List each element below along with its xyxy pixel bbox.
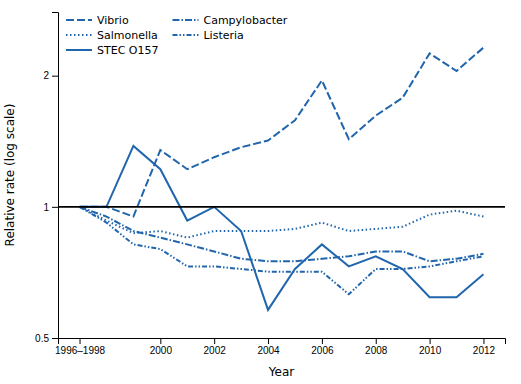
x-tick: 1996–1998: [55, 338, 105, 356]
x-tick-label: 1996–1998: [55, 345, 105, 356]
x-axis-title: Year: [268, 365, 294, 379]
y-tick-label: 1: [43, 202, 49, 213]
series-line: [80, 207, 484, 238]
y-tick-label: 0.5: [35, 333, 49, 344]
y-tick: 2: [43, 70, 58, 81]
series-line: [80, 146, 484, 310]
series-line: [80, 207, 484, 294]
legend-label: STEC O157: [97, 44, 158, 57]
legend-swatch: [66, 19, 92, 21]
marks: [58, 48, 505, 310]
y-tick-label: 2: [43, 70, 49, 81]
legend-label: Vibrio: [97, 14, 129, 27]
x-tick-label: 2008: [365, 345, 388, 356]
legend-label: Listeria: [203, 29, 243, 42]
x-tick: 2012: [473, 338, 496, 356]
y-axis: 0.5 1 2: [35, 13, 58, 344]
x-tick-label: 2000: [150, 345, 173, 356]
x-tick-label: 2004: [257, 345, 280, 356]
legend-swatch: [172, 19, 198, 21]
x-tick-label: 2012: [473, 345, 496, 356]
legend-item: Salmonella: [66, 29, 158, 42]
x-tick-mark: [160, 338, 161, 344]
y-tick-mark: [52, 338, 58, 339]
x-tick: 2002: [204, 338, 227, 356]
legend: Vibrio Campylobacter Salmonella Listeria STE…: [66, 14, 288, 57]
x-tick: 2008: [365, 338, 388, 356]
legend-swatch: [66, 49, 92, 51]
x-tick-mark: [376, 338, 377, 344]
series-line: [80, 207, 484, 261]
x-axis-line: [59, 339, 506, 345]
x-tick-mark: [80, 338, 81, 344]
x-tick-label: 2006: [311, 345, 334, 356]
reference-line: [58, 206, 505, 208]
y-tick: 1: [43, 202, 58, 213]
legend-item: Vibrio: [66, 14, 129, 27]
y-axis-title: Relative rate (log scale): [3, 104, 17, 247]
chart: 1996–1998 2000 2002 2004 2006 2008 2010 2012 0.5…: [0, 0, 521, 384]
x-tick: 2000: [150, 338, 173, 356]
plot: 1996–1998 2000 2002 2004 2006 2008 2010 2012 0.5…: [35, 13, 505, 357]
y-tick-mark: [52, 76, 58, 77]
y-tick-mark: [52, 207, 58, 208]
y-tick: 0.5: [35, 333, 58, 344]
x-tick-label: 2010: [419, 345, 442, 356]
x-tick-mark: [322, 338, 323, 344]
legend-swatch: [66, 34, 92, 36]
legend-swatch: [172, 34, 198, 36]
legend-label: Salmonella: [97, 29, 158, 42]
legend-label: Campylobacter: [203, 14, 287, 27]
legend-item: Listeria: [172, 29, 243, 42]
x-axis: 1996–1998 2000 2002 2004 2006 2008 2010 2012: [55, 338, 505, 356]
x-tick: 2006: [311, 338, 334, 356]
y-axis-line: [52, 13, 59, 339]
x-tick-mark: [214, 338, 215, 344]
x-tick: 2004: [257, 338, 280, 356]
legend-item: STEC O157: [66, 44, 158, 57]
legend-item: Campylobacter: [172, 14, 287, 27]
x-tick: 2010: [419, 338, 442, 356]
x-tick-mark: [268, 338, 269, 344]
x-tick-label: 2002: [204, 345, 227, 356]
x-tick-mark: [430, 338, 431, 344]
x-tick-mark: [483, 338, 484, 344]
series-line: [80, 48, 484, 217]
